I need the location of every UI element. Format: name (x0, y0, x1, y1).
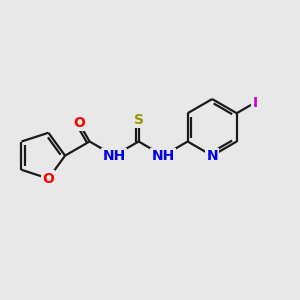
Text: NH: NH (152, 149, 175, 163)
Text: I: I (253, 96, 258, 110)
Text: O: O (43, 172, 54, 186)
Text: O: O (73, 116, 85, 130)
Text: NH: NH (103, 149, 126, 163)
Text: N: N (206, 149, 218, 163)
Text: S: S (134, 113, 144, 127)
